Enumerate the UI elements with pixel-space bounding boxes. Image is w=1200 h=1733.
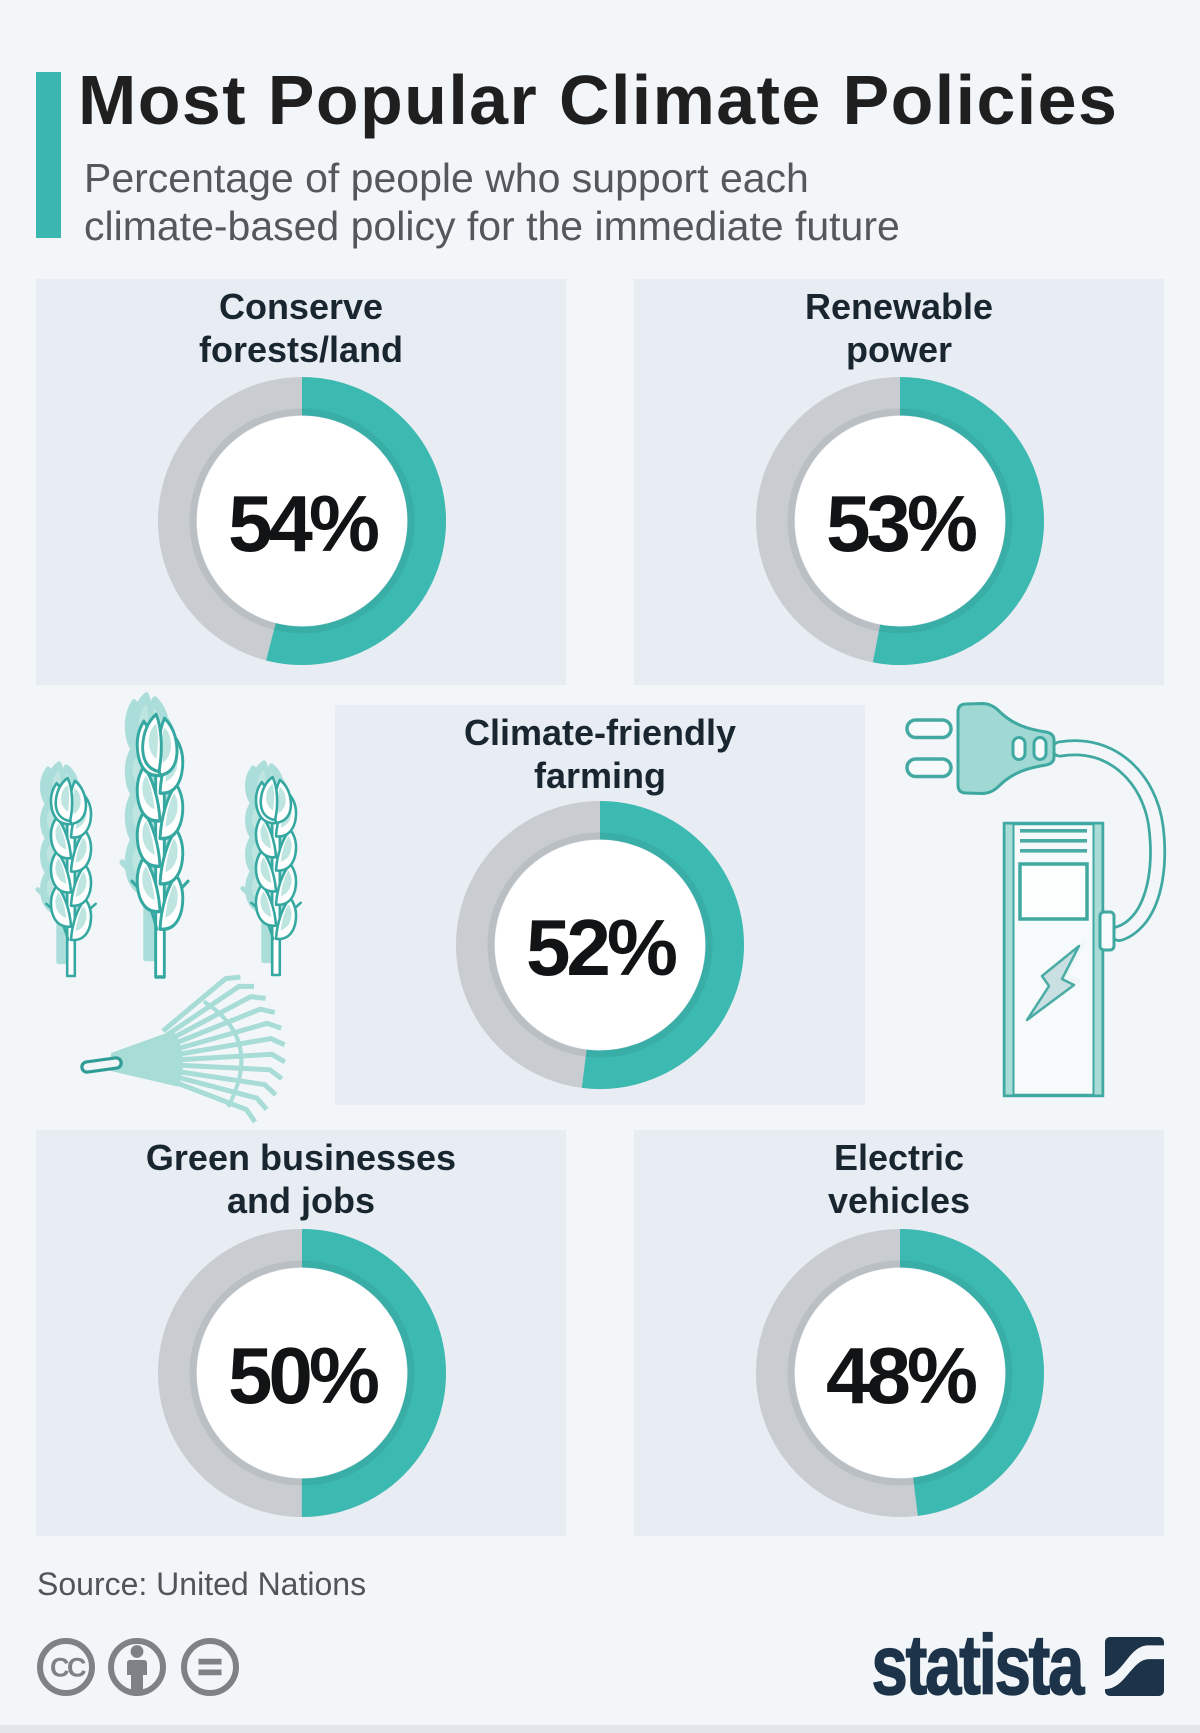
svg-text:CC: CC — [50, 1653, 86, 1683]
